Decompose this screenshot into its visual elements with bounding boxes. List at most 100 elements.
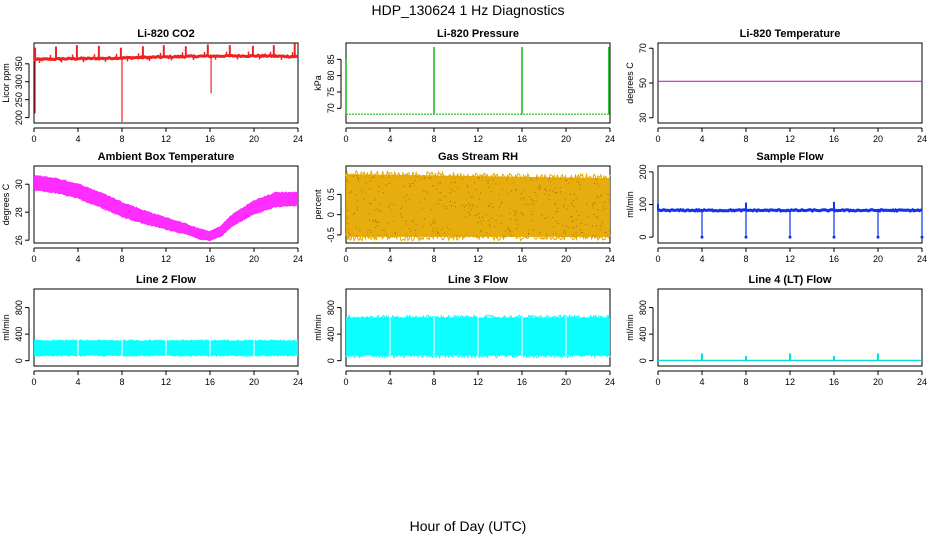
series-point [509, 231, 511, 233]
series-point [505, 230, 506, 232]
series-point [378, 186, 380, 187]
x-tick-label: 8 [119, 134, 124, 144]
panel-title: Li-820 CO2 [137, 28, 194, 40]
x-tick-label: 0 [655, 254, 660, 264]
x-tick-label: 20 [561, 377, 571, 387]
series-point [552, 178, 554, 180]
panel-title: Li-820 Temperature [740, 28, 841, 40]
y-tick-label: 800 [638, 300, 648, 315]
series-point [566, 225, 568, 227]
series-point [530, 203, 532, 205]
series-point [528, 232, 530, 234]
series-point [560, 191, 562, 193]
series-point [430, 209, 432, 211]
series-point [575, 198, 577, 200]
series-point [430, 224, 432, 226]
figure-x-axis-label: Hour of Day (UTC) [409, 518, 527, 534]
series-point [511, 234, 513, 236]
series-point [400, 213, 402, 215]
series-point [372, 221, 374, 223]
series-point [423, 207, 425, 209]
series-point [604, 231, 606, 233]
series-point [510, 218, 512, 220]
y-tick-label: 800 [14, 300, 24, 315]
y-axis-label: kPa [313, 75, 323, 91]
series-point [479, 230, 481, 232]
series-point [532, 200, 534, 202]
y-tick-label: 0 [326, 358, 336, 363]
series-point [546, 216, 548, 218]
x-tick-label: 8 [743, 134, 748, 144]
series-point [486, 180, 488, 182]
x-tick-label: 16 [517, 254, 527, 264]
series-point [575, 232, 577, 234]
series-point [564, 198, 566, 200]
data-layer [657, 201, 924, 239]
series-point [596, 183, 598, 185]
series-point [515, 228, 517, 230]
series-point [506, 179, 508, 181]
series-point [472, 205, 474, 207]
series-point [409, 185, 411, 187]
series-point [563, 204, 565, 206]
series-point [378, 191, 380, 193]
series-point [609, 232, 611, 234]
series-point [374, 227, 376, 228]
x-tick-label: 20 [561, 134, 571, 144]
series-point [375, 210, 377, 212]
series-point [377, 225, 379, 227]
series-point [534, 192, 536, 193]
series-point [488, 204, 490, 206]
series-point [561, 235, 562, 237]
series-point [554, 203, 556, 205]
series-point [490, 190, 492, 192]
panel-title: Li-820 Pressure [437, 28, 519, 40]
series-point [539, 232, 541, 234]
panel-2: Li-820 Temperature degrees C 0 4 8 12 16 20 24 30… [625, 28, 927, 144]
x-tick-label: 8 [743, 254, 748, 264]
x-tick-label: 24 [917, 254, 927, 264]
plot-frame [657, 42, 923, 124]
series-point [481, 216, 483, 218]
series-point [514, 214, 516, 216]
series-point [557, 207, 559, 209]
series-point [412, 182, 414, 184]
x-tick-label: 24 [293, 134, 303, 144]
series-point [450, 205, 452, 207]
series-point [539, 189, 541, 191]
y-axis-label: ml/min [1, 314, 11, 341]
plot-frame [33, 42, 299, 124]
series-point [403, 185, 405, 187]
series-point [516, 210, 517, 212]
x-tick-label: 0 [343, 377, 348, 387]
panel-title: Line 3 Flow [448, 274, 508, 286]
series-point [457, 186, 458, 188]
series-point [606, 193, 608, 195]
series-point [376, 208, 378, 210]
y-axis: 70 75 80 85 [326, 54, 342, 113]
series-point [394, 232, 396, 234]
series-point [578, 215, 580, 217]
series-point [545, 190, 547, 192]
series-point [579, 188, 581, 190]
series-point [423, 178, 425, 179]
series-point [439, 191, 441, 193]
series-point [528, 233, 529, 235]
series-point [576, 235, 578, 237]
series-point [456, 235, 458, 237]
series-point [568, 182, 570, 184]
series-point [546, 233, 547, 235]
series-point [571, 216, 573, 218]
y-axis-label: ml/min [625, 314, 635, 341]
series-point [493, 179, 495, 181]
figure-title: HDP_130624 1 Hz Diagnostics [371, 2, 565, 18]
x-tick-label: 4 [699, 254, 704, 264]
x-tick-label: 4 [75, 377, 80, 387]
series-point [544, 193, 546, 195]
panel-0: Li-820 CO2 Licor ppm 0 4 8 12 16 20 24 200 250 300 3… [1, 28, 303, 144]
series-point [436, 230, 438, 232]
data-layer [345, 46, 610, 115]
x-axis: 0 4 8 12 16 20 24 [343, 370, 615, 387]
series-point [369, 188, 371, 190]
